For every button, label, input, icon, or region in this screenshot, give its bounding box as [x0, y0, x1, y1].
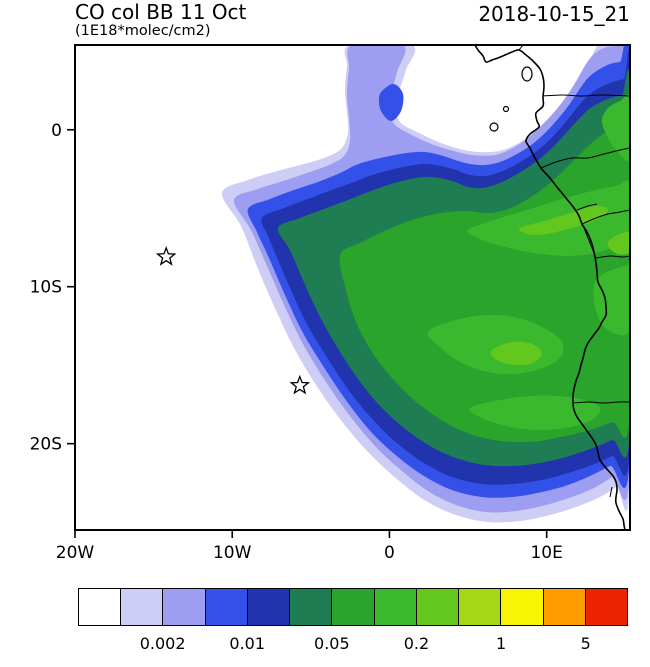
contour-layer	[490, 341, 543, 366]
contour-layer	[593, 262, 630, 336]
colorbar-cell	[415, 589, 459, 625]
colorbar-cell	[79, 589, 121, 625]
colorbar-label: 5	[580, 634, 591, 653]
border-line	[572, 401, 630, 404]
x-tick-label: 10E	[530, 543, 562, 563]
map-plot: 20W 10W 0 10E 0 10S 20S	[30, 44, 631, 563]
x-tick-label: 10W	[213, 543, 252, 563]
colorbar-label: 0.01	[229, 634, 266, 653]
y-tick-label: 20S	[30, 435, 62, 455]
colorbar-cell	[458, 589, 501, 625]
border-line	[576, 203, 598, 211]
colorbar-label: 1	[495, 634, 507, 653]
contour-layer	[601, 94, 630, 161]
colorbar-cell	[246, 589, 290, 625]
border-line	[540, 147, 630, 169]
coastline	[474, 45, 626, 530]
colorbar-cell	[162, 589, 205, 625]
colorbar-cell	[204, 589, 247, 625]
contour-layer	[607, 231, 630, 255]
star-marker	[155, 246, 177, 266]
plot-title: CO col BB 11 Oct	[75, 0, 247, 24]
x-tick-label: 20W	[56, 543, 95, 563]
colorbar-cell	[289, 589, 332, 625]
contour-layer	[469, 395, 601, 431]
island	[489, 122, 499, 132]
colorbar-cell	[331, 589, 374, 625]
border-line	[581, 209, 630, 225]
island	[521, 66, 533, 82]
colorbar-cell	[500, 589, 543, 625]
border-line	[542, 94, 630, 97]
colorbar-cell	[584, 589, 628, 625]
island	[502, 105, 510, 113]
title-block: CO col BB 11 Oct (1E18*molec/cm2)	[75, 2, 246, 39]
y-tick-label: 10S	[30, 278, 62, 298]
contour-field	[221, 45, 630, 523]
border-line	[609, 486, 613, 498]
border-line	[595, 255, 630, 259]
x-tick-label: 0	[384, 543, 395, 563]
colorbar-label: 0.002	[139, 634, 186, 653]
colorbar-cell	[373, 589, 416, 625]
y-tick-label: 0	[51, 121, 62, 141]
contour-layer	[519, 205, 608, 235]
plot-units-subtitle: (1E18*molec/cm2)	[75, 23, 211, 39]
star-marker	[289, 374, 311, 395]
contour-layer	[378, 83, 404, 121]
colorbar-cell	[120, 589, 163, 625]
plot-datetime: 2018-10-15_21	[478, 2, 630, 26]
colorbar-label: 0.05	[314, 634, 350, 653]
colorbar	[78, 588, 628, 626]
colorbar-cell	[542, 589, 585, 625]
colorbar-label: 0.2	[403, 634, 430, 653]
